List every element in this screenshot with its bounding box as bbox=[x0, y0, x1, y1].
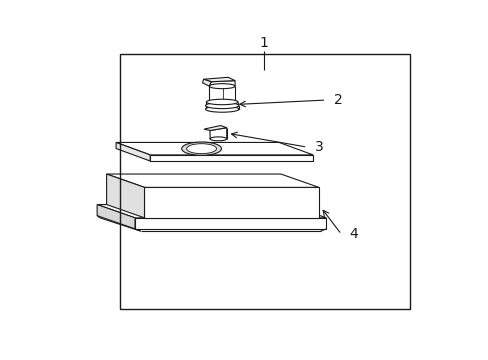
Polygon shape bbox=[97, 204, 326, 218]
Polygon shape bbox=[116, 143, 150, 161]
Polygon shape bbox=[116, 143, 312, 155]
Bar bbox=[120, 54, 409, 309]
Polygon shape bbox=[106, 174, 144, 218]
Polygon shape bbox=[210, 128, 226, 139]
Polygon shape bbox=[150, 155, 312, 161]
Text: 2: 2 bbox=[333, 93, 342, 107]
Ellipse shape bbox=[210, 137, 226, 141]
Text: 3: 3 bbox=[314, 140, 323, 154]
Ellipse shape bbox=[205, 106, 238, 112]
Polygon shape bbox=[144, 187, 318, 218]
Text: 1: 1 bbox=[259, 36, 268, 50]
Ellipse shape bbox=[186, 144, 216, 154]
Polygon shape bbox=[202, 79, 211, 86]
Polygon shape bbox=[135, 218, 326, 229]
Polygon shape bbox=[203, 77, 235, 82]
Text: 4: 4 bbox=[348, 228, 357, 242]
Polygon shape bbox=[205, 105, 238, 109]
Ellipse shape bbox=[206, 99, 238, 105]
Polygon shape bbox=[203, 126, 226, 131]
Ellipse shape bbox=[209, 84, 235, 89]
Ellipse shape bbox=[205, 103, 238, 109]
Polygon shape bbox=[209, 81, 235, 86]
Ellipse shape bbox=[182, 142, 221, 155]
Polygon shape bbox=[97, 204, 135, 229]
Polygon shape bbox=[106, 174, 318, 187]
